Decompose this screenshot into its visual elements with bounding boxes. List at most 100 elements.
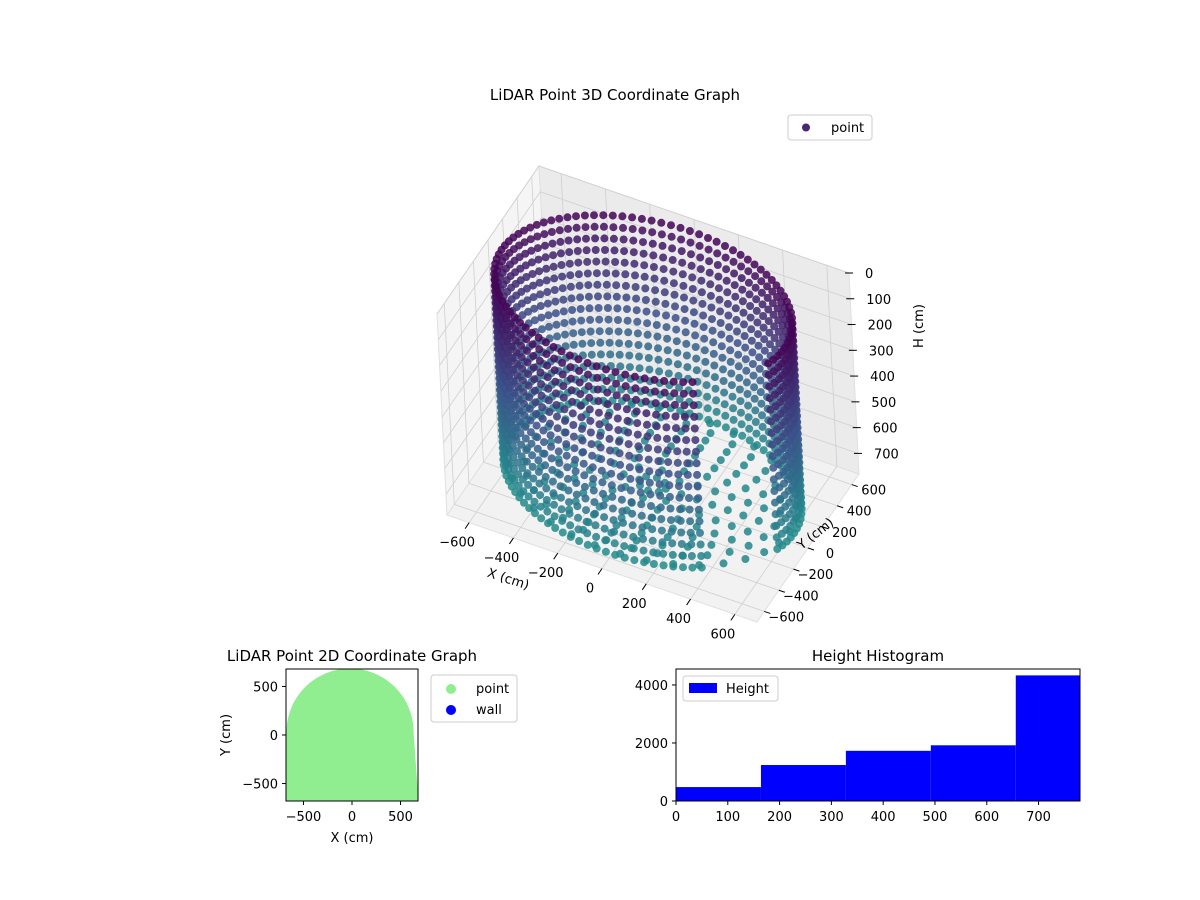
plot-3d-point: [520, 411, 529, 420]
plot-3d-point: [764, 317, 773, 326]
plot-3d-point: [561, 330, 569, 339]
plot-3d-point: [635, 352, 643, 361]
plot-3d-point: [669, 267, 678, 276]
plot-3d-point: [720, 400, 729, 409]
plot-3d-point: [750, 383, 759, 392]
plot-3d-point: [626, 486, 635, 495]
plot-3d-point: [617, 484, 626, 493]
plot-3d-point: [587, 440, 596, 449]
plot-3d-point: [649, 263, 658, 271]
plot-3d-point: [664, 458, 673, 467]
plot-3d-point: [556, 482, 565, 491]
plot-3d-point: [529, 281, 538, 290]
plot-3d-point: [696, 265, 705, 274]
plot-3d-point: [738, 297, 747, 306]
plot-3d-point: [532, 421, 541, 430]
plot-3d-point: [511, 324, 520, 333]
plot-3d-ztick-label: 200: [868, 319, 893, 334]
plot-2d-xtick-label: 500: [388, 810, 413, 825]
plot-3d-point: [737, 274, 746, 283]
plot-3d-point: [694, 494, 703, 503]
plot-3d-point: [692, 354, 701, 363]
plot-3d-point: [553, 424, 562, 433]
plot-3d-point: [518, 475, 527, 484]
plot-3d-point: [673, 360, 682, 369]
plot-3d-point: [533, 244, 542, 253]
plot-3d-point: [707, 540, 716, 549]
plot-3d-xtick-label: 400: [666, 612, 691, 627]
plot-3d-point: [546, 431, 555, 440]
plot-3d-point: [656, 503, 665, 512]
plot-3d-point: [604, 411, 613, 420]
plot-3d-point: [580, 471, 589, 480]
plot-3d-point: [721, 253, 730, 262]
plot-3d-point: [657, 230, 666, 239]
plot-3d-point: [517, 452, 526, 461]
plot-3d-point: [637, 214, 646, 223]
plot-3d-point: [509, 365, 517, 374]
plot-3d-point: [557, 261, 566, 269]
plot-3d-point: [615, 449, 624, 458]
plot-3d-point: [541, 241, 549, 250]
plot-3d-point: [510, 313, 519, 322]
plot-3d-point: [636, 477, 645, 485]
plot-3d-point: [648, 525, 657, 534]
histogram-bar: [845, 750, 931, 801]
plot-3d-point: [718, 353, 727, 362]
plot-3d-point: [537, 391, 546, 400]
plot-3d-point: [537, 380, 546, 389]
plot-3d-point: [605, 434, 614, 443]
plot-3d-point: [584, 292, 593, 301]
plot-3d-point: [622, 405, 631, 414]
plot-3d-point: [611, 269, 620, 278]
plot-3d-point: [727, 381, 736, 390]
plot-3d-point: [726, 357, 735, 366]
plot-3d-point: [677, 235, 686, 244]
plot-3d-point: [651, 297, 660, 306]
plot-3d-point: [705, 257, 714, 266]
plot-3d-point: [568, 317, 577, 326]
plot-3d-point: [685, 494, 693, 502]
plot-3d-point: [538, 325, 546, 334]
plot-3d-point: [774, 327, 783, 336]
plot-3d-point: [610, 539, 619, 548]
plot-3d-point: [645, 365, 654, 374]
plot-3d-point: [551, 524, 560, 532]
plot-3d-point: [565, 248, 574, 257]
plot-3d-point: [590, 498, 599, 507]
plot-3d-point: [599, 489, 607, 498]
plot-3d-point: [601, 257, 610, 266]
plot-3d-point: [671, 314, 680, 322]
plot-3d-point: [543, 373, 552, 382]
plot-3d-point: [630, 259, 639, 268]
plot-3d-point: [555, 470, 564, 479]
plot-3d-point: [634, 453, 643, 462]
plot-3d-point: [639, 546, 648, 555]
plot-3d-point: [633, 419, 642, 428]
plot-3d-point: [663, 446, 672, 455]
plot-3d-point: [744, 413, 753, 422]
plot-3d-point: [578, 339, 587, 348]
plot-3d-point: [588, 451, 597, 460]
plot-3d-ztick-label: 100: [866, 293, 891, 308]
plot-3d-point: [768, 299, 777, 308]
plot-3d-ytick-label: 200: [832, 526, 857, 541]
plot-3d-point: [673, 458, 682, 467]
plot-3d-point: [751, 283, 760, 292]
plot-3d-point: [655, 468, 663, 477]
plot-3d-ytick: [822, 526, 829, 530]
plot-3d-gridline-z: [441, 268, 545, 418]
plot-3d-point: [526, 428, 535, 437]
plot-3d-point: [648, 239, 657, 248]
plot-3d-point: [690, 424, 699, 433]
plot-3d-point: [712, 407, 721, 416]
plot-3d-point: [636, 488, 645, 497]
plot-3d-point: [739, 511, 748, 520]
plot-3d-point: [548, 239, 557, 248]
plot-3d-point: [513, 458, 522, 467]
plot-3d-point: [575, 281, 584, 290]
plot-3d-point: [631, 271, 639, 280]
plot-3d-point: [651, 387, 659, 396]
plot-3d-point: [525, 404, 534, 413]
plot-3d-point: [566, 521, 575, 530]
